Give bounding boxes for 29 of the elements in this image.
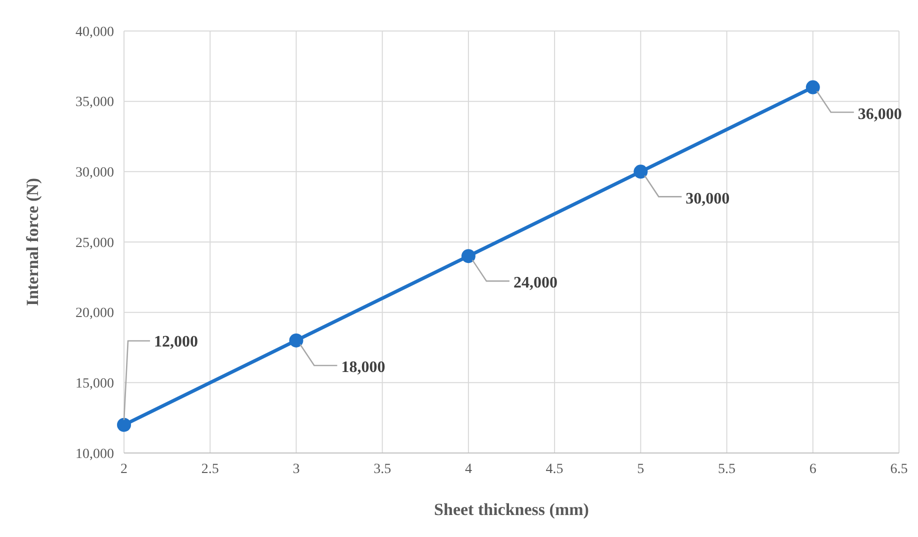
y-tick-label: 20,000: [76, 306, 114, 322]
x-tick-label: 6: [809, 462, 816, 477]
x-tick-label: 5.5: [718, 462, 736, 477]
data-label: 30,000: [686, 190, 730, 208]
x-tick-label: 3.5: [374, 462, 392, 477]
data-label: 36,000: [858, 106, 902, 123]
data-label: 12,000: [154, 333, 198, 350]
y-axis-title: Internal force (N): [23, 178, 42, 306]
x-tick-label: 2.5: [201, 462, 219, 477]
y-tick-label: 35,000: [76, 95, 114, 110]
point: [634, 164, 648, 179]
data-label: 18,000: [341, 359, 386, 376]
x-axis-title: Sheet thickness (mm): [434, 500, 589, 519]
y-tick-label: 10,000: [76, 446, 114, 462]
x-tick-label: 6.5: [890, 462, 908, 477]
x-tick-label: 4.5: [546, 462, 564, 477]
x-tick-label: 3: [292, 462, 300, 477]
x-tick-label: 4: [464, 462, 472, 477]
data-label: 24,000: [513, 274, 558, 292]
y-tick-label: 40,000: [76, 24, 114, 40]
x-tick-label: 5: [637, 462, 644, 477]
x-tick-label: 2: [120, 462, 128, 477]
y-tick-label: 15,000: [76, 376, 114, 392]
point: [806, 80, 820, 94]
y-tick-label: 25,000: [76, 236, 114, 251]
point: [117, 418, 131, 432]
point: [289, 333, 304, 348]
y-tick-label: 30,000: [76, 166, 114, 181]
point: [461, 249, 476, 264]
